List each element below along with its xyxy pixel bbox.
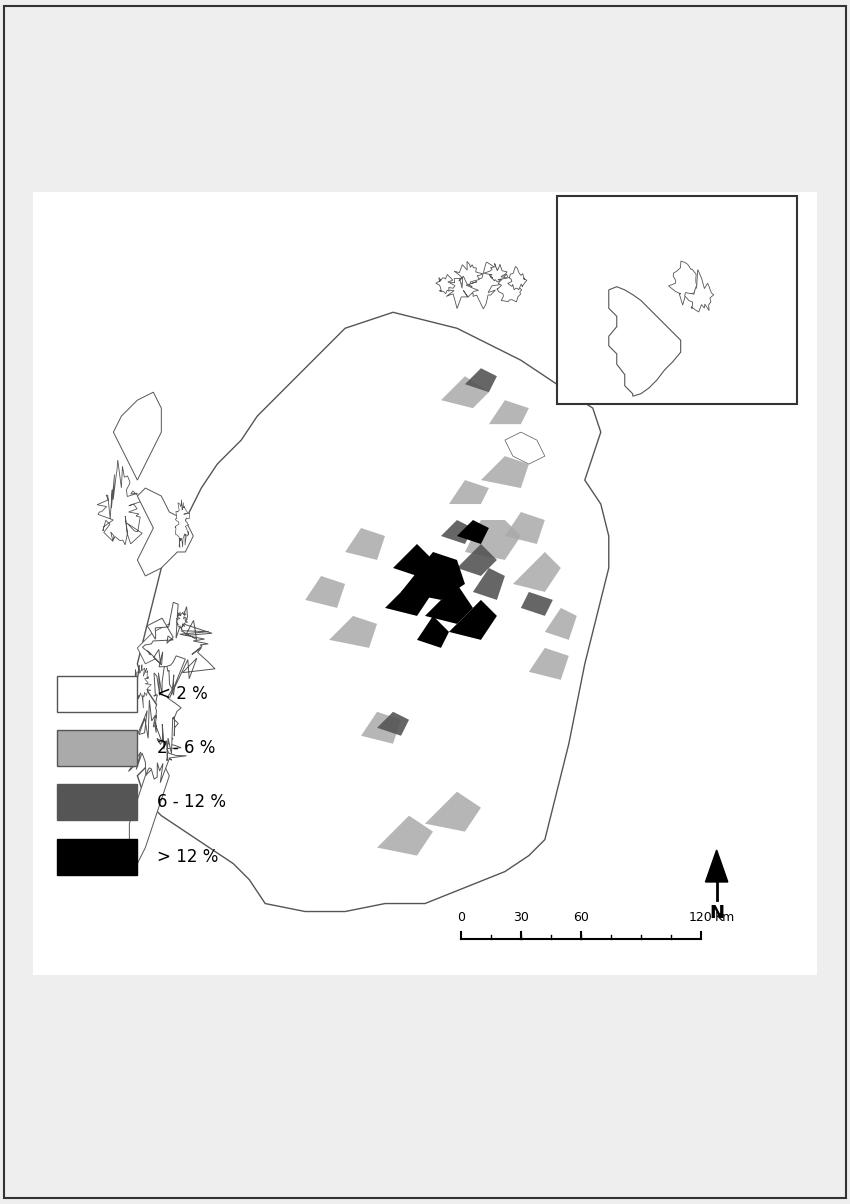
Polygon shape [505, 512, 545, 544]
Polygon shape [505, 432, 545, 464]
Polygon shape [513, 551, 561, 592]
Polygon shape [154, 661, 181, 761]
Polygon shape [441, 376, 489, 408]
Polygon shape [132, 665, 151, 708]
Polygon shape [473, 568, 505, 600]
Polygon shape [668, 261, 700, 305]
Polygon shape [138, 488, 193, 576]
Polygon shape [454, 261, 483, 285]
Polygon shape [97, 460, 143, 545]
Bar [58, 785, 138, 820]
Polygon shape [401, 551, 465, 600]
Polygon shape [329, 616, 377, 648]
Polygon shape [393, 544, 433, 576]
Polygon shape [481, 456, 529, 488]
Polygon shape [449, 480, 489, 504]
Polygon shape [529, 648, 569, 680]
Polygon shape [441, 520, 473, 544]
Polygon shape [113, 393, 162, 480]
Text: N: N [709, 903, 724, 921]
Polygon shape [176, 612, 188, 630]
Bar [58, 730, 138, 766]
Text: 30: 30 [513, 910, 529, 923]
Polygon shape [465, 368, 497, 393]
Polygon shape [545, 608, 577, 639]
Polygon shape [456, 262, 507, 309]
Polygon shape [417, 616, 449, 648]
Bar [58, 839, 138, 875]
Polygon shape [361, 712, 401, 744]
Bar [557, 196, 796, 405]
Polygon shape [507, 266, 527, 290]
Polygon shape [521, 592, 552, 616]
Polygon shape [143, 602, 215, 698]
Polygon shape [497, 275, 522, 302]
Text: 60: 60 [573, 910, 589, 923]
Polygon shape [457, 544, 497, 576]
Bar [58, 675, 138, 712]
Polygon shape [138, 312, 609, 911]
Polygon shape [609, 287, 681, 396]
Polygon shape [685, 270, 714, 312]
Polygon shape [129, 760, 169, 863]
Polygon shape [489, 400, 529, 424]
Polygon shape [425, 792, 481, 832]
Polygon shape [385, 576, 433, 616]
Text: 2 - 6 %: 2 - 6 % [157, 739, 216, 757]
Polygon shape [425, 584, 473, 624]
Polygon shape [345, 529, 385, 560]
Polygon shape [377, 712, 409, 736]
Polygon shape [449, 600, 497, 639]
Polygon shape [445, 267, 479, 308]
Text: < 2 %: < 2 % [157, 685, 208, 703]
Text: 0: 0 [457, 910, 465, 923]
Polygon shape [118, 700, 186, 783]
Polygon shape [377, 815, 433, 856]
Polygon shape [138, 624, 178, 663]
Text: Km: Km [715, 910, 735, 923]
Polygon shape [436, 275, 455, 294]
Polygon shape [465, 520, 521, 560]
Polygon shape [484, 264, 507, 282]
Text: 6 - 12 %: 6 - 12 % [157, 793, 226, 811]
Text: 120: 120 [688, 910, 712, 923]
Polygon shape [305, 576, 345, 608]
Text: > 12 %: > 12 % [157, 848, 218, 866]
Polygon shape [706, 850, 728, 883]
Polygon shape [457, 520, 489, 544]
Polygon shape [175, 500, 190, 548]
